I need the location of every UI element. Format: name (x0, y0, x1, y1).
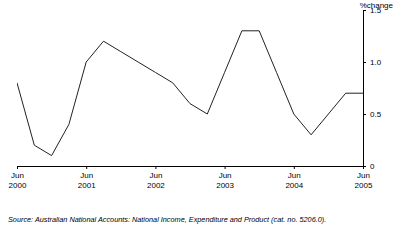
source-note: Source: Australian National Accounts: Na… (8, 215, 326, 224)
y-tick: 0 (363, 162, 375, 171)
x-tick-mark (155, 166, 156, 169)
line (17, 31, 363, 156)
y-tick-mark (363, 62, 366, 63)
chart: Jun2000 Jun2001 Jun2002 Jun2003 Jun2004 Jun20… (0, 0, 397, 227)
plot-area (17, 31, 363, 156)
y-tick-label: 0 (370, 162, 375, 171)
y-tick-mark (363, 166, 366, 167)
y-axis-line (364, 11, 367, 167)
y-tick-label: 1.0 (370, 58, 382, 67)
x-tick-mark (86, 166, 87, 169)
y-axis-title: %change (360, 1, 394, 10)
y-axis: 00.51.01.5 (363, 6, 382, 171)
y-tick: 0.5 (363, 110, 382, 119)
x-tick: Jun2002 (147, 166, 165, 190)
y-tick-mark (363, 114, 366, 115)
y-tick: 1.0 (363, 58, 382, 67)
x-tick-label: Jun2001 (78, 171, 96, 190)
x-tick-label: Jun2003 (216, 171, 234, 190)
x-tick: Jun2000 (9, 166, 27, 190)
x-tick: Jun2003 (216, 166, 234, 190)
x-tick: Jun2004 (285, 166, 303, 190)
x-tick-label: Jun2000 (9, 171, 27, 190)
x-tick-label: Jun2004 (285, 171, 303, 190)
x-axis-line (18, 167, 364, 170)
x-tick-label: Jun2002 (147, 171, 165, 190)
x-axis: Jun2000 Jun2001 Jun2002 Jun2003 Jun2004 Jun20… (9, 166, 373, 190)
x-tick-mark (294, 166, 295, 169)
x-tick: Jun2001 (78, 166, 96, 190)
x-tick-mark (225, 166, 226, 169)
y-tick-label: 0.5 (370, 110, 382, 119)
x-tick-label: Jun2005 (355, 171, 373, 190)
y-tick-mark (363, 10, 366, 11)
x-tick-mark (17, 166, 18, 169)
